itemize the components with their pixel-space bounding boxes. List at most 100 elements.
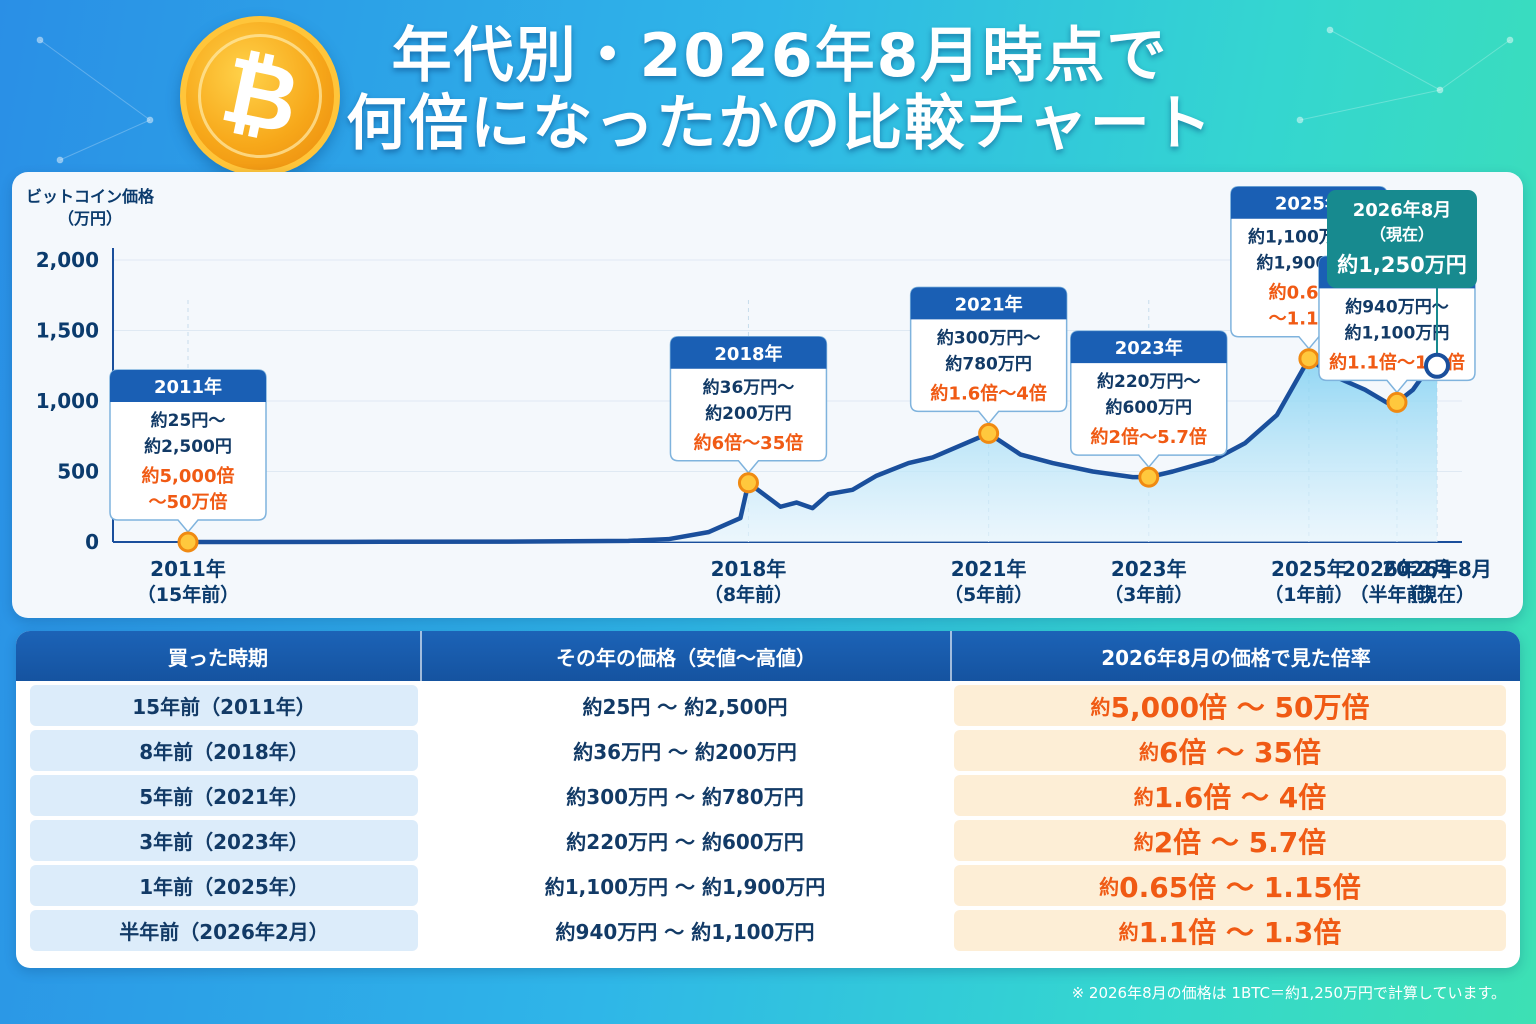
cell-period: 15年前（2011年） bbox=[30, 685, 418, 726]
cell-period: 5年前（2021年） bbox=[30, 775, 418, 816]
callout-year: 2025年 bbox=[1275, 193, 1343, 215]
x-tick-sublabel: （3年前） bbox=[1104, 583, 1193, 606]
table-row: 5年前（2021年） 約300万円 〜 約780万円 約 1.6倍 〜 4倍 bbox=[16, 775, 1520, 816]
cell-price: 約25円 〜 約2,500円 bbox=[582, 695, 788, 719]
multiplier-prefix: 約 bbox=[1133, 785, 1154, 809]
multiplier-prefix: 約 bbox=[1133, 830, 1154, 854]
multiplier-prefix: 約 bbox=[1118, 920, 1139, 944]
multiplier-value: 6倍 〜 35倍 bbox=[1159, 735, 1321, 769]
price-line bbox=[185, 356, 1440, 545]
current-callout-box bbox=[1327, 190, 1477, 288]
price-area bbox=[188, 358, 1437, 542]
cell-multiplier: 約 2倍 〜 5.7倍 bbox=[954, 820, 1506, 861]
header-price: その年の価格（安値〜高値） bbox=[420, 631, 950, 681]
data-point bbox=[177, 531, 199, 553]
x-tick-label: 2021年 bbox=[951, 557, 1027, 581]
cell-price: 約300万円 〜 約780万円 bbox=[566, 785, 804, 809]
multiplier-value: 2倍 〜 5.7倍 bbox=[1153, 825, 1327, 859]
current-sub: （現在） bbox=[1370, 225, 1434, 244]
cell-price: 約220万円 〜 約600万円 bbox=[566, 830, 804, 854]
cell-multiplier: 約 6倍 〜 35倍 bbox=[954, 730, 1506, 771]
callout-price: 約200万円 bbox=[705, 403, 792, 424]
callout-price: 約780万円 bbox=[945, 353, 1032, 374]
table-row: 8年前（2018年） 約36万円 〜 約200万円 約 6倍 〜 35倍 bbox=[16, 730, 1520, 771]
callout-price: 約25円〜 bbox=[151, 410, 226, 431]
callout-year: 2011年 bbox=[154, 376, 222, 398]
x-tick-label: 2023年 bbox=[1111, 557, 1187, 581]
x-tick-sublabel: （8年前） bbox=[704, 583, 793, 606]
data-point bbox=[978, 422, 1000, 444]
callout-header bbox=[1070, 331, 1227, 364]
cell-period: 1年前（2025年） bbox=[30, 865, 418, 906]
callout-header bbox=[910, 287, 1067, 320]
current-data-point bbox=[1424, 352, 1450, 379]
x-tick-label: 2026年2月 bbox=[1342, 557, 1452, 581]
callout-multiplier: 〜50万倍 bbox=[148, 491, 227, 513]
x-tick-sublabel: （半年前） bbox=[1349, 583, 1444, 606]
x-tick-sublabel: （現在） bbox=[1399, 583, 1475, 606]
callout-price: 約600万円 bbox=[1106, 397, 1193, 418]
callout-year: 2018年 bbox=[714, 343, 782, 365]
title-line-1: 年代別・2026年8月時点で bbox=[391, 21, 1169, 91]
cell-price: 約1,100万円 〜 約1,900万円 bbox=[544, 875, 826, 899]
cell-period: 8年前（2018年） bbox=[30, 730, 418, 771]
data-point bbox=[1386, 391, 1408, 413]
cell-multiplier: 約 5,000倍 〜 50万倍 bbox=[954, 685, 1506, 726]
table-row: 半年前（2026年2月） 約940万円 〜 約1,100万円 約 1.1倍 〜 1.3… bbox=[16, 910, 1520, 951]
y-tick-label: 1,500 bbox=[36, 319, 99, 343]
callout-multiplier: 約2倍〜5.7倍 bbox=[1091, 426, 1207, 448]
current-price: 約1,250万円 bbox=[1337, 253, 1466, 277]
page-title: 年代別・2026年8月時点で 何倍になったかの比較チャート bbox=[340, 22, 1220, 158]
x-tick-label: 2025年 bbox=[1271, 557, 1347, 581]
cell-multiplier: 約 0.65倍 〜 1.15倍 bbox=[954, 865, 1506, 906]
y-tick-label: 500 bbox=[57, 460, 99, 484]
callout-multiplier: 約5,000倍 bbox=[142, 465, 235, 487]
header: ₿ 年代別・2026年8月時点で 何倍になったかの比較チャート bbox=[0, 0, 1536, 176]
cell-price: 約940万円 〜 約1,100万円 bbox=[555, 920, 815, 944]
y-tick-label: 0 bbox=[85, 530, 99, 554]
title-line-2: 何倍になったかの比較チャート bbox=[346, 89, 1214, 159]
multiplier-prefix: 約 bbox=[1099, 875, 1120, 899]
multiplier-prefix: 約 bbox=[1090, 695, 1111, 719]
callout-price: 約1,100万円 bbox=[1345, 322, 1450, 343]
callout-header bbox=[110, 370, 266, 402]
x-tick-sublabel: （15年前） bbox=[137, 583, 239, 606]
x-tick-label: 2018年 bbox=[711, 557, 787, 581]
callout-price: 約36万円〜 bbox=[703, 377, 795, 398]
bitcoin-coin-icon: ₿ bbox=[180, 16, 340, 176]
callout-price: 約220万円〜 bbox=[1097, 371, 1201, 392]
y-tick-label: 2,000 bbox=[36, 248, 99, 272]
header-period: 買った時期 bbox=[168, 645, 268, 670]
callout-header bbox=[670, 336, 827, 369]
multiplier-prefix: 約 bbox=[1139, 740, 1160, 764]
callout-price: 約2,500円 bbox=[144, 436, 232, 457]
callout-year: 2021年 bbox=[955, 293, 1023, 315]
data-point bbox=[1298, 348, 1320, 370]
data-point bbox=[737, 472, 759, 494]
callout-year: 2023年 bbox=[1115, 337, 1183, 359]
multiplier-value: 1.6倍 〜 4倍 bbox=[1153, 780, 1327, 814]
cell-multiplier: 約 1.6倍 〜 4倍 bbox=[954, 775, 1506, 816]
callout-price: 約940万円〜 bbox=[1345, 296, 1449, 317]
multiplier-value: 5,000倍 〜 50万倍 bbox=[1110, 690, 1370, 724]
cell-period: 半年前（2026年2月） bbox=[30, 910, 418, 951]
multiplier-value: 0.65倍 〜 1.15倍 bbox=[1119, 870, 1361, 904]
table-row: 15年前（2011年） 約25円 〜 約2,500円 約 5,000倍 〜 50万倍 bbox=[16, 685, 1520, 726]
current-year: 2026年8月 bbox=[1353, 199, 1452, 221]
x-tick-label: 2026年8月 bbox=[1382, 557, 1492, 581]
cell-price: 約36万円 〜 約200万円 bbox=[573, 740, 797, 764]
x-tick-sublabel: （5年前） bbox=[944, 583, 1033, 606]
table-header: 買った時期 その年の価格（安値〜高値） 2026年8月の価格で見た倍率 bbox=[16, 631, 1520, 681]
y-axis-label: ビットコイン価格 （万円） bbox=[26, 187, 155, 228]
data-point bbox=[1138, 466, 1160, 488]
table-row: 1年前（2025年） 約1,100万円 〜 約1,900万円 約 0.65倍 〜 1.… bbox=[16, 865, 1520, 906]
y-tick-label: 1,000 bbox=[36, 389, 99, 413]
callout-multiplier: 約6倍〜35倍 bbox=[694, 432, 804, 454]
table-row: 3年前（2023年） 約220万円 〜 約600万円 約 2倍 〜 5.7倍 bbox=[16, 820, 1520, 861]
cell-period: 3年前（2023年） bbox=[30, 820, 418, 861]
